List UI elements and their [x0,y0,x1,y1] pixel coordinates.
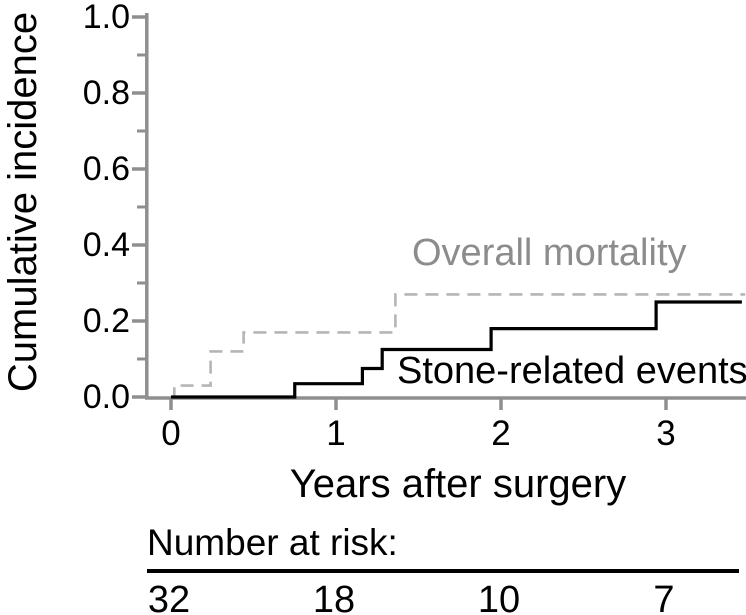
overall-mortality-curve [171,293,746,399]
x-tick-label: 0 [161,414,181,453]
x-tick-label: 2 [491,414,511,453]
y-tick-label: 0.2 [82,302,130,340]
x-tick-label: 3 [656,414,676,453]
y-tick-label: 0.0 [82,378,130,416]
number-at-risk-value: 10 [477,579,521,615]
y-tick-label: 1.0 [82,0,130,36]
y-tick-label: 0.6 [82,150,130,188]
x-tick-label: 1 [326,414,346,453]
stone-related-events-curve [171,300,742,399]
number-at-risk-value: 18 [312,579,356,615]
x-axis-title: Years after surgery [289,462,627,506]
number-at-risk-value: 32 [147,579,191,615]
y-tick-label: 0.4 [82,226,130,264]
number-at-risk-title: Number at risk: [147,522,398,563]
number-at-risk-value: 7 [653,579,675,615]
series-label-stone-related-events: Stone-related events [397,350,746,392]
series-label-overall-mortality: Overall mortality [412,232,687,274]
y-tick-label: 0.8 [82,74,130,112]
